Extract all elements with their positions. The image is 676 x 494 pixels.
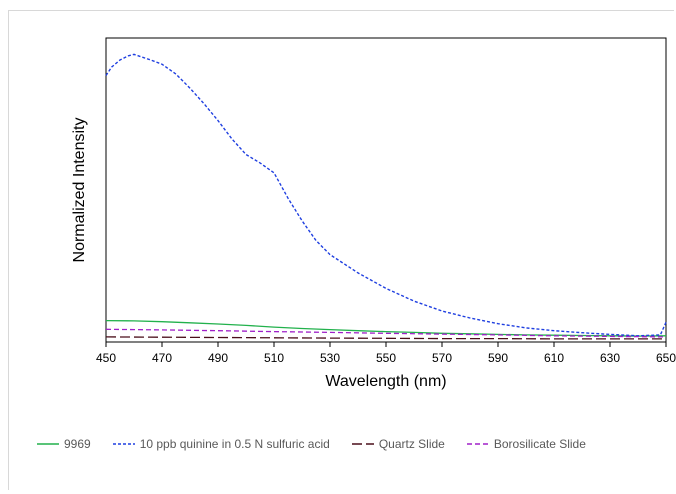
x-axis-label: Wavelength (nm) bbox=[325, 373, 446, 390]
legend-swatch bbox=[37, 443, 59, 445]
x-tick-label: 530 bbox=[320, 351, 340, 365]
legend-label: 10 ppb quinine in 0.5 N sulfuric acid bbox=[139, 437, 330, 451]
x-tick-label: 490 bbox=[208, 351, 228, 365]
x-tick-label: 450 bbox=[96, 351, 116, 365]
line-chart: 450 470 490 510 530 550 570 590 610 630 650 Wavele… bbox=[71, 37, 676, 390]
legend-label: Borosilicate Slide bbox=[493, 437, 586, 451]
legend-swatch bbox=[466, 443, 489, 445]
x-tick-label: 630 bbox=[600, 351, 620, 365]
legend-swatch bbox=[112, 443, 135, 445]
chart-legend: 9969 10 ppb quinine in 0.5 N sulfuric aci… bbox=[36, 437, 607, 451]
legend-label: Quartz Slide bbox=[378, 437, 445, 451]
x-tick-label: 470 bbox=[152, 351, 172, 365]
x-tick-label: 610 bbox=[544, 351, 564, 365]
legend-label: 9969 bbox=[64, 437, 91, 451]
x-tick-label: 590 bbox=[488, 351, 508, 365]
legend-swatch bbox=[351, 443, 374, 445]
chart-frame bbox=[8, 10, 674, 490]
legend-item-3: Quartz Slide bbox=[351, 437, 445, 451]
series-line-2 bbox=[105, 53, 667, 337]
legend-item-1: 9969 bbox=[36, 437, 91, 451]
x-tick-label: 650 bbox=[656, 351, 676, 365]
legend-item-4: Borosilicate Slide bbox=[466, 437, 586, 451]
series-line-4 bbox=[105, 328, 667, 338]
x-tick-label: 570 bbox=[432, 351, 452, 365]
x-tick-label: 510 bbox=[264, 351, 284, 365]
legend-item-2: 10 ppb quinine in 0.5 N sulfuric acid bbox=[112, 437, 330, 451]
series-line-3 bbox=[105, 336, 666, 340]
y-axis-label: Normalized Intensity bbox=[71, 118, 88, 263]
x-tick-label: 550 bbox=[376, 351, 396, 365]
plot-area bbox=[105, 37, 667, 343]
